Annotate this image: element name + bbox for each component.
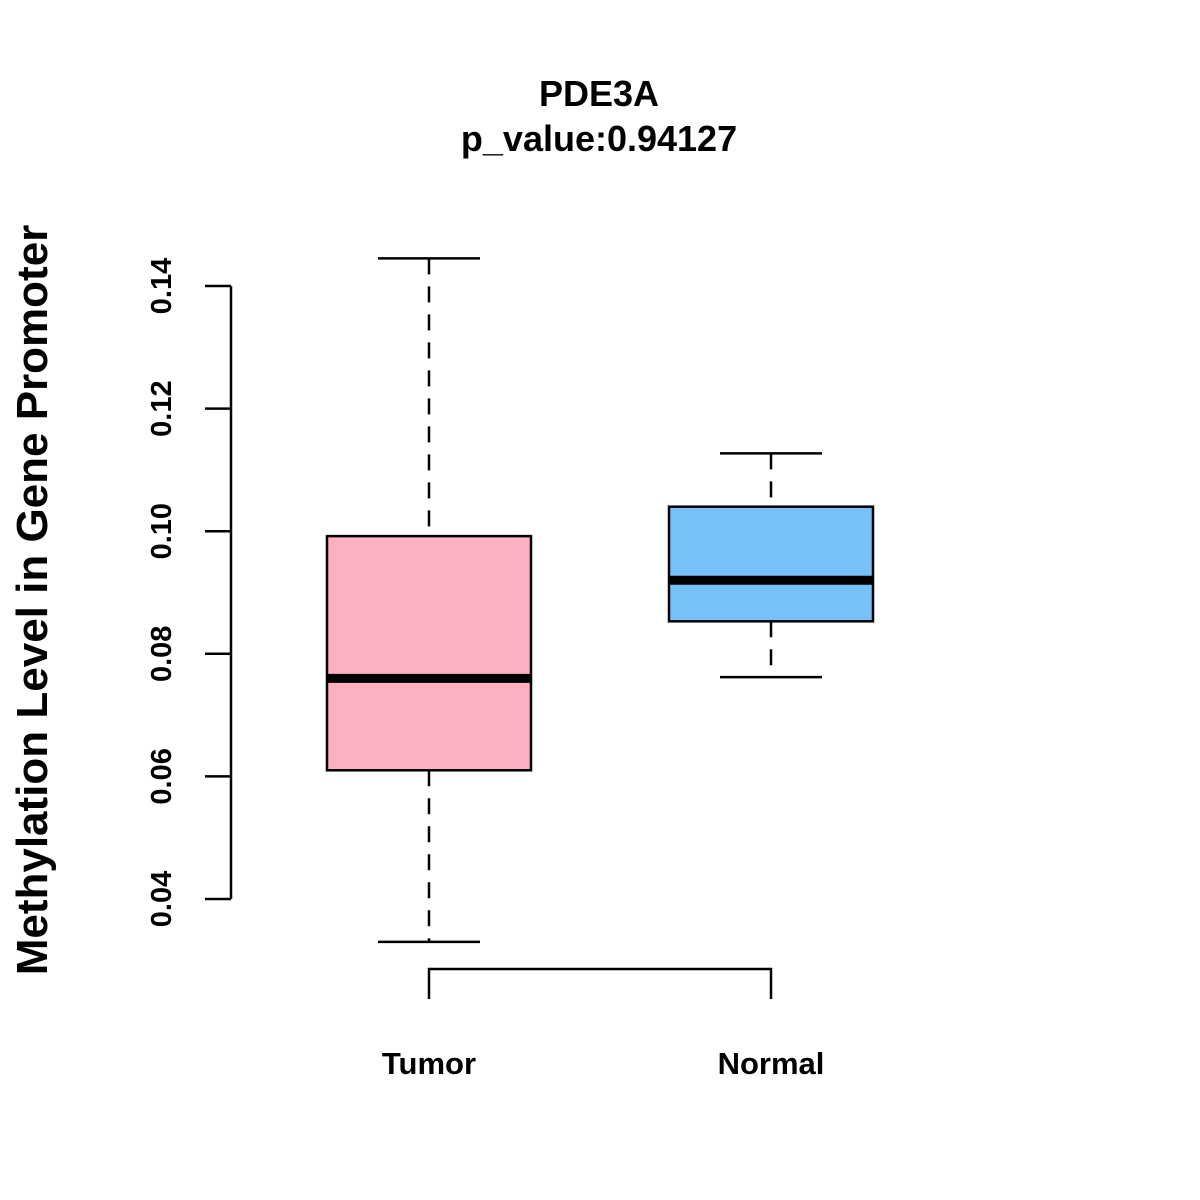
box-normal bbox=[667, 452, 875, 679]
chart-subtitle: p_value:0.94127 bbox=[461, 118, 737, 159]
chart-title: PDE3A bbox=[539, 73, 659, 114]
y-tick-label: 0.14 bbox=[146, 258, 178, 314]
y-tick-label: 0.06 bbox=[146, 748, 178, 804]
y-tick-label: 0.12 bbox=[146, 380, 178, 436]
x-axis-labels: Tumor Normal bbox=[382, 1046, 824, 1081]
y-axis-label: Methylation Level in Gene Promoter bbox=[8, 225, 57, 976]
boxes-group bbox=[325, 257, 875, 944]
y-tick-label: 0.08 bbox=[146, 626, 178, 682]
iqr-box-tumor bbox=[325, 534, 533, 772]
x-axis-bracket bbox=[427, 967, 773, 999]
x-tick-label-tumor: Tumor bbox=[382, 1046, 476, 1081]
x-axis-line bbox=[427, 967, 773, 999]
y-axis: 0.04 0.06 0.08 0.10 0.12 0.14 bbox=[146, 258, 233, 927]
iqr-box-normal bbox=[667, 505, 875, 623]
y-tick-label: 0.04 bbox=[146, 871, 178, 927]
y-tick-label: 0.10 bbox=[146, 503, 178, 559]
x-tick-label-normal: Normal bbox=[718, 1046, 825, 1081]
box-tumor bbox=[325, 257, 533, 944]
